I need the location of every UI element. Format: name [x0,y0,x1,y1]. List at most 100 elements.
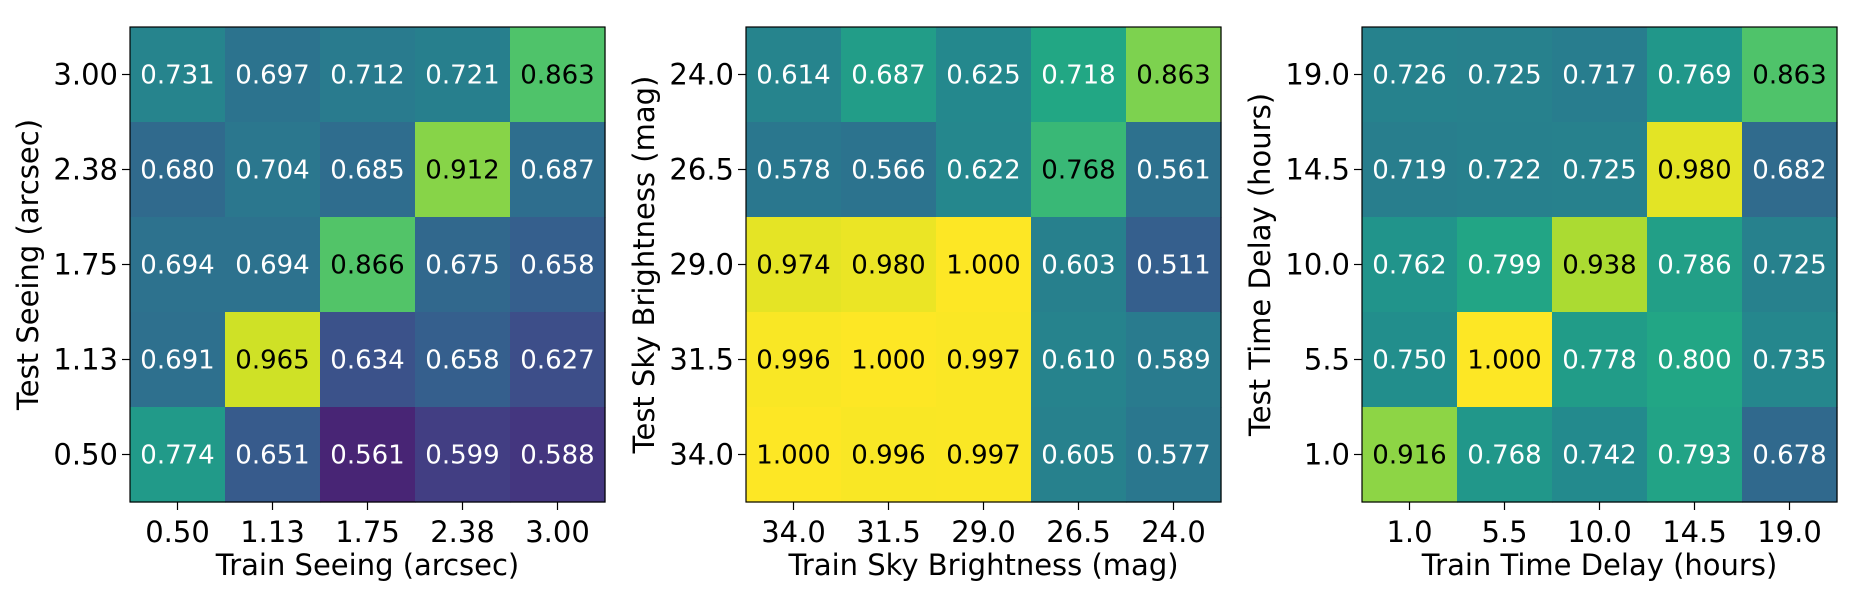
heatmap-1-y-tick-label-4: 1.13 [53,343,118,377]
heatmap-3-value-label-r1-c5: 0.863 [1752,61,1826,91]
heatmap-2-cell-r4-c1 [746,312,842,408]
heatmap-3-cell-r5-c4 [1647,407,1743,503]
heatmap-1-value-label-r4-c1: 0.691 [140,346,214,376]
heatmap-1-cell-r2-c5 [510,122,606,218]
heatmap-3-value-label-r3-c5: 0.725 [1752,251,1826,281]
heatmap-3-value-label-r5-c5: 0.678 [1752,441,1826,471]
heatmap-3-y-tick-label-5: 1.0 [1304,438,1350,472]
heatmap-3-value-label-r5-c2: 0.768 [1467,441,1541,471]
heatmap-1-cell-r4-c3 [320,312,416,408]
heatmap-1-cell-r5-c5 [510,407,606,503]
heatmap-2-y-tick-label-2: 26.5 [669,153,734,187]
heatmap-2-cell-r5-c4 [1031,407,1127,503]
heatmap-1-cell-r3-c2 [225,217,321,313]
heatmap-1-cell-r4-c5 [510,312,606,408]
heatmap-1-value-label-r3-c2: 0.694 [235,251,309,281]
heatmap-3-cell-r4-c4 [1647,312,1743,408]
heatmap-1-y-tick-label-1: 3.00 [53,58,118,92]
heatmap-2-x-tick-label-1: 34.0 [761,515,826,549]
heatmap-2-value-label-r4-c1: 0.996 [756,346,830,376]
heatmap-2-cell-r5-c1 [746,407,842,503]
heatmap-3-y-tick-label-1: 19.0 [1285,58,1350,92]
heatmap-2-cell-r4-c4 [1031,312,1127,408]
heatmap-2-value-label-r1-c4: 0.718 [1041,61,1115,91]
heatmap-1-cell-r5-c2 [225,407,321,503]
heatmap-3-x-axis-title: Train Time Delay (hours) [1421,548,1778,582]
heatmap-1-value-label-r4-c4: 0.658 [425,346,499,376]
heatmap-2-value-label-r2-c3: 0.622 [946,156,1020,186]
heatmap-3-x-tick-label-3: 10.0 [1567,515,1632,549]
heatmap-2-value-label-r3-c5: 0.511 [1136,251,1210,281]
heatmap-2-value-label-r2-c5: 0.561 [1136,156,1210,186]
heatmap-2-value-label-r2-c2: 0.566 [851,156,925,186]
heatmap-3-cell-r1-c3 [1552,27,1648,123]
heatmap-3-cell-r1-c4 [1647,27,1743,123]
heatmap-1-x-tick-label-1: 0.50 [145,515,210,549]
heatmap-3-cell-r3-c2 [1457,217,1553,313]
heatmap-2-y-tick-label-1: 24.0 [669,58,734,92]
heatmap-1-cell-r1-c3 [320,27,416,123]
heatmap-2-x-tick-label-4: 26.5 [1046,515,1111,549]
heatmap-2-value-label-r4-c5: 0.589 [1136,346,1210,376]
heatmap-3-y-tick-label-4: 5.5 [1304,343,1350,377]
heatmap-1-value-label-r2-c1: 0.680 [140,156,214,186]
heatmap-3-value-label-r2-c4: 0.980 [1657,156,1731,186]
heatmap-3-cell-r1-c1 [1362,27,1458,123]
heatmap-2-cell-r4-c5 [1126,312,1222,408]
heatmap-3-value-label-r2-c1: 0.719 [1372,156,1446,186]
heatmap-3-cell-r2-c2 [1457,122,1553,218]
heatmap-1-value-label-r5-c3: 0.561 [330,441,404,471]
heatmap-2-x-tick-label-2: 31.5 [856,515,921,549]
heatmap-3-x-tick-label-5: 19.0 [1757,515,1822,549]
heatmap-2-value-label-r1-c3: 0.625 [946,61,1020,91]
heatmap-3-cell-r2-c3 [1552,122,1648,218]
heatmap-2-cell-r2-c1 [746,122,842,218]
heatmap-1-value-label-r1-c5: 0.863 [520,61,594,91]
heatmap-1-cell-r5-c4 [415,407,511,503]
heatmap-3-cell-r4-c2 [1457,312,1553,408]
heatmap-1-cell-r1-c1 [130,27,226,123]
heatmap-1-value-label-r2-c4: 0.912 [425,156,499,186]
heatmap-2-value-label-r5-c3: 0.997 [946,441,1020,471]
heatmap-3-y-tick-label-3: 10.0 [1285,248,1350,282]
heatmap-3-cell-r3-c5 [1742,217,1838,313]
heatmap-1-value-label-r4-c5: 0.627 [520,346,594,376]
heatmap-3-value-label-r5-c1: 0.916 [1372,441,1446,471]
heatmap-3-cell-r5-c1 [1362,407,1458,503]
heatmap-3-value-label-r3-c3: 0.938 [1562,251,1636,281]
heatmap-3-value-label-r2-c5: 0.682 [1752,156,1826,186]
heatmap-1-x-tick-label-2: 1.13 [240,515,305,549]
heatmap-3-value-label-r2-c3: 0.725 [1562,156,1636,186]
heatmap-3-cell-r3-c1 [1362,217,1458,313]
heatmap-3-cell-r1-c5 [1742,27,1838,123]
heatmap-3-value-label-r4-c4: 0.800 [1657,346,1731,376]
heatmap-1-cell-r2-c4 [415,122,511,218]
heatmap-1-value-label-r4-c3: 0.634 [330,346,404,376]
heatmap-3-value-label-r3-c1: 0.762 [1372,251,1446,281]
heatmap-2-cell-r1-c3 [936,27,1032,123]
heatmap-2-cell-r3-c2 [841,217,937,313]
heatmap-1-cell-r1-c4 [415,27,511,123]
heatmap-1-x-tick-label-4: 2.38 [430,515,495,549]
heatmap-2-x-axis-title: Train Sky Brightness (mag) [787,548,1178,582]
heatmap-1-cell-r4-c2 [225,312,321,408]
heatmap-3-value-label-r3-c2: 0.799 [1467,251,1541,281]
heatmap-3-cell-r4-c3 [1552,312,1648,408]
heatmap-3-value-label-r4-c5: 0.735 [1752,346,1826,376]
heatmap-1-value-label-r3-c4: 0.675 [425,251,499,281]
heatmap-2-cell-r5-c2 [841,407,937,503]
heatmap-1-value-label-r3-c3: 0.866 [330,251,404,281]
heatmap-3-cell-r1-c2 [1457,27,1553,123]
heatmap-2-value-label-r1-c2: 0.687 [851,61,925,91]
heatmap-2-value-label-r2-c1: 0.578 [756,156,830,186]
heatmap-1-value-label-r3-c5: 0.658 [520,251,594,281]
heatmap-2-cell-r4-c2 [841,312,937,408]
heatmap-2-y-tick-label-4: 31.5 [669,343,734,377]
heatmap-1-y-tick-label-3: 1.75 [53,248,118,282]
heatmap-2-value-label-r4-c2: 1.000 [851,346,925,376]
heatmap-3-value-label-r5-c4: 0.793 [1657,441,1731,471]
heatmap-1-cell-r4-c1 [130,312,226,408]
heatmap-2-value-label-r3-c2: 0.980 [851,251,925,281]
heatmap-3-cell-r4-c1 [1362,312,1458,408]
heatmap-3-value-label-r1-c3: 0.717 [1562,61,1636,91]
